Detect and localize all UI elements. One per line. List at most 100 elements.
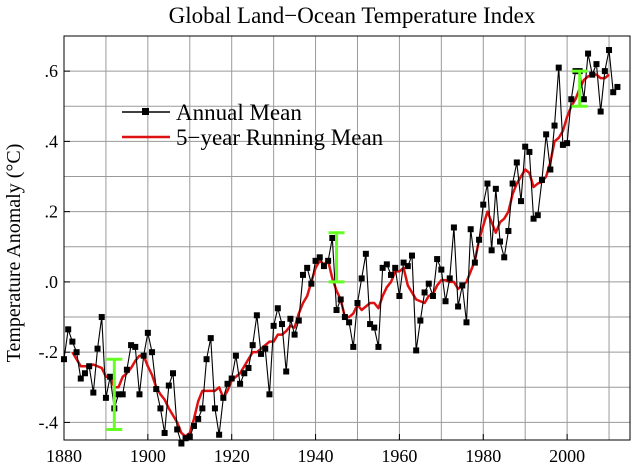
annual-mean-point — [568, 96, 575, 103]
annual-mean-point — [421, 289, 428, 296]
annual-mean-point — [320, 263, 327, 270]
annual-mean-point — [312, 257, 319, 264]
annual-mean-point — [65, 326, 72, 333]
annual-mean-point — [283, 368, 290, 375]
annual-mean-point — [186, 433, 193, 440]
y-tick-label: -.2 — [39, 342, 59, 362]
annual-mean-point — [601, 68, 608, 75]
annual-mean-point — [299, 271, 306, 278]
annual-mean-point — [266, 391, 273, 398]
annual-mean-point — [564, 140, 571, 147]
annual-mean-point — [522, 143, 529, 150]
annual-mean-point — [358, 275, 365, 282]
annual-mean-point — [295, 317, 302, 324]
legend-annual-marker — [142, 108, 149, 115]
annual-mean-point — [287, 315, 294, 322]
legend-annual-label: Annual Mean — [176, 100, 302, 125]
annual-mean-point — [262, 345, 269, 352]
annual-mean-point — [396, 292, 403, 299]
annual-mean-point — [144, 329, 151, 336]
annual-mean-point — [484, 180, 491, 187]
x-tick-label: 1980 — [465, 446, 501, 466]
annual-mean-point — [551, 122, 558, 129]
annual-mean-point — [534, 212, 541, 219]
y-tick-label: .0 — [45, 272, 59, 292]
annual-mean-point — [530, 215, 537, 222]
x-tick-label: 1960 — [381, 446, 417, 466]
annual-mean-point — [90, 389, 97, 396]
annual-mean-point — [404, 263, 411, 270]
annual-mean-point — [492, 185, 499, 192]
annual-mean-point — [480, 201, 487, 208]
annual-mean-point — [258, 350, 265, 357]
annual-mean-series — [61, 47, 621, 447]
annual-mean-point — [77, 375, 84, 382]
annual-mean-point — [455, 303, 462, 310]
annual-mean-point — [425, 280, 432, 287]
annual-mean-point — [241, 370, 248, 377]
y-axis-ticks: -.4 -.2 .0 .2 .4 .6 — [39, 61, 70, 432]
annual-mean-point — [199, 405, 206, 412]
y-tick-label: -.4 — [39, 412, 59, 432]
annual-mean-point — [543, 131, 550, 138]
annual-mean-point — [417, 317, 424, 324]
annual-mean-point — [270, 322, 277, 329]
annual-mean-point — [291, 331, 298, 338]
annual-mean-point — [123, 366, 130, 373]
annual-mean-point — [115, 391, 122, 398]
annual-mean-point — [459, 282, 466, 289]
annual-mean-point — [228, 375, 235, 382]
annual-mean-point — [69, 338, 76, 345]
legend: Annual Mean 5−year Running Mean — [122, 100, 384, 150]
annual-mean-point — [354, 299, 361, 306]
chart-title: Global Land−Ocean Temperature Index — [169, 3, 536, 28]
annual-mean-point — [597, 108, 604, 115]
annual-mean-point — [174, 426, 181, 433]
annual-mean-point — [463, 319, 470, 326]
legend-running-label: 5−year Running Mean — [176, 125, 384, 150]
annual-mean-point — [526, 148, 533, 155]
annual-mean-point — [559, 141, 566, 148]
annual-mean-point — [446, 275, 453, 282]
annual-mean-point — [149, 349, 156, 356]
annual-mean-point — [501, 254, 508, 261]
annual-mean-point — [497, 238, 504, 245]
annual-mean-point — [341, 314, 348, 321]
annual-mean-point — [274, 305, 281, 312]
annual-mean-point — [86, 363, 93, 370]
annual-mean-point — [132, 343, 139, 350]
annual-mean-point — [102, 394, 109, 401]
annual-mean-point — [304, 264, 311, 271]
annual-mean-point — [555, 64, 562, 71]
annual-mean-point — [157, 405, 164, 412]
annual-mean-point — [614, 83, 621, 90]
annual-mean-point — [580, 96, 587, 103]
x-tick-label: 2000 — [549, 446, 585, 466]
annual-mean-point — [589, 71, 596, 78]
annual-mean-point — [333, 307, 340, 314]
annual-mean-point — [467, 226, 474, 233]
annual-mean-point — [488, 247, 495, 254]
plot-frame — [63, 35, 631, 441]
annual-mean-point — [203, 356, 210, 363]
annual-mean-point — [237, 380, 244, 387]
annual-mean-point — [509, 180, 516, 187]
annual-mean-point — [513, 159, 520, 166]
x-tick-label: 1920 — [214, 446, 250, 466]
annual-mean-point — [346, 319, 353, 326]
annual-mean-point — [207, 335, 214, 342]
annual-mean-point — [505, 227, 512, 234]
annual-mean-point — [253, 312, 260, 319]
annual-mean-point — [367, 321, 374, 328]
annual-mean-point — [316, 254, 323, 261]
annual-mean-point — [136, 391, 143, 398]
annual-mean-point — [476, 236, 483, 243]
annual-mean-point — [232, 352, 239, 359]
annual-mean-point — [140, 352, 147, 359]
annual-mean-point — [170, 370, 177, 377]
y-tick-label: .4 — [45, 131, 59, 151]
annual-mean-point — [190, 422, 197, 429]
annual-mean-point — [585, 50, 592, 57]
annual-mean-point — [216, 431, 223, 438]
annual-mean-point — [161, 429, 168, 436]
